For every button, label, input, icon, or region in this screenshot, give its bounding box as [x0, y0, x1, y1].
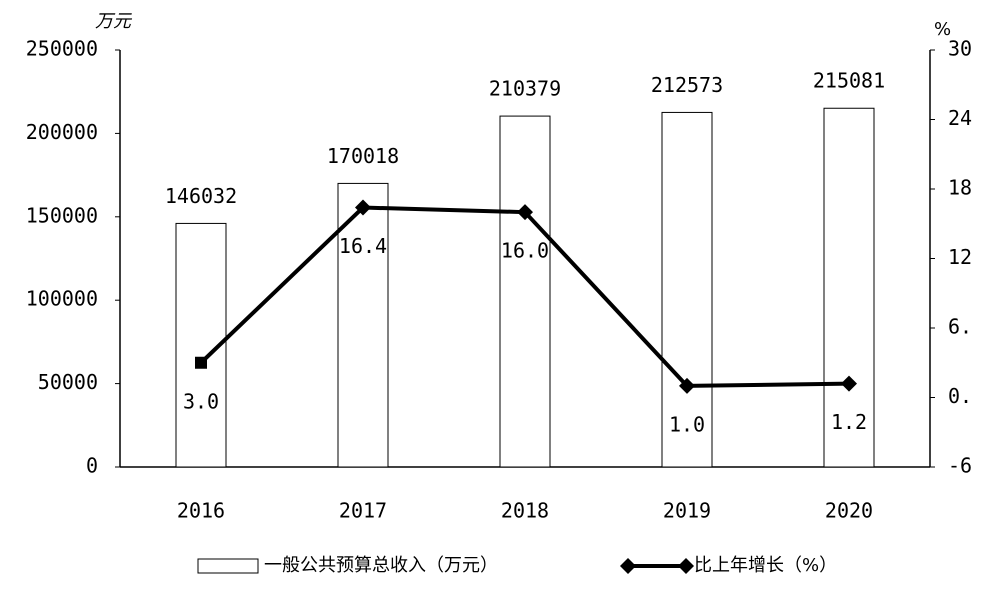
- y2-tick-label: -6: [948, 454, 972, 478]
- y2-tick-label: 18: [948, 176, 972, 200]
- legend-swatch: [620, 558, 694, 574]
- line-value-label: 16.0: [501, 239, 549, 263]
- y-tick-label: 200000: [26, 120, 98, 144]
- y-tick-label: 0: [86, 454, 98, 478]
- y2-tick-label: 12: [948, 245, 972, 269]
- legend-label: 比上年增长（%）: [694, 555, 837, 576]
- y2-axis-label: %: [934, 19, 951, 40]
- bar-value-label: 210379: [489, 77, 561, 101]
- y2-tick-label: 6.: [948, 315, 972, 339]
- line-value-label: 16.4: [339, 234, 387, 258]
- x-tick-label: 2018: [501, 499, 549, 523]
- y2-tick-label: 0.: [948, 384, 972, 408]
- line-marker: [517, 204, 533, 221]
- legend-label: 一般公共预算总收入（万元）: [264, 555, 498, 576]
- line-value-label: 3.0: [183, 389, 219, 413]
- line-value-label: 1.2: [831, 410, 867, 434]
- bar-value-label: 146032: [165, 184, 237, 208]
- line-marker: [355, 199, 371, 216]
- x-tick-label: 2020: [825, 499, 873, 523]
- line-marker: [679, 377, 695, 394]
- y-tick-label: 150000: [26, 203, 98, 227]
- y2-tick-label: 24: [948, 106, 972, 130]
- line-value-label: 1.0: [669, 412, 705, 436]
- legend-swatch: [197, 558, 259, 574]
- bar-value-label: 170018: [327, 144, 399, 168]
- y-tick-label: 250000: [26, 37, 98, 61]
- bar: [499, 115, 551, 468]
- bar: [661, 111, 713, 468]
- line-marker: [195, 356, 207, 369]
- bar-value-label: 212573: [651, 73, 723, 97]
- y2-tick-label: 30: [948, 37, 972, 61]
- x-tick-label: 2019: [663, 499, 711, 523]
- line-marker: [841, 375, 857, 392]
- y-tick-label: 50000: [38, 370, 98, 394]
- bar-value-label: 215081: [813, 69, 885, 93]
- bar: [823, 107, 875, 468]
- x-tick-label: 2016: [177, 499, 225, 523]
- x-tick-label: 2017: [339, 499, 387, 523]
- y-axis-label: 万元: [95, 11, 133, 32]
- bar: [337, 182, 389, 468]
- y-tick-label: 100000: [26, 287, 98, 311]
